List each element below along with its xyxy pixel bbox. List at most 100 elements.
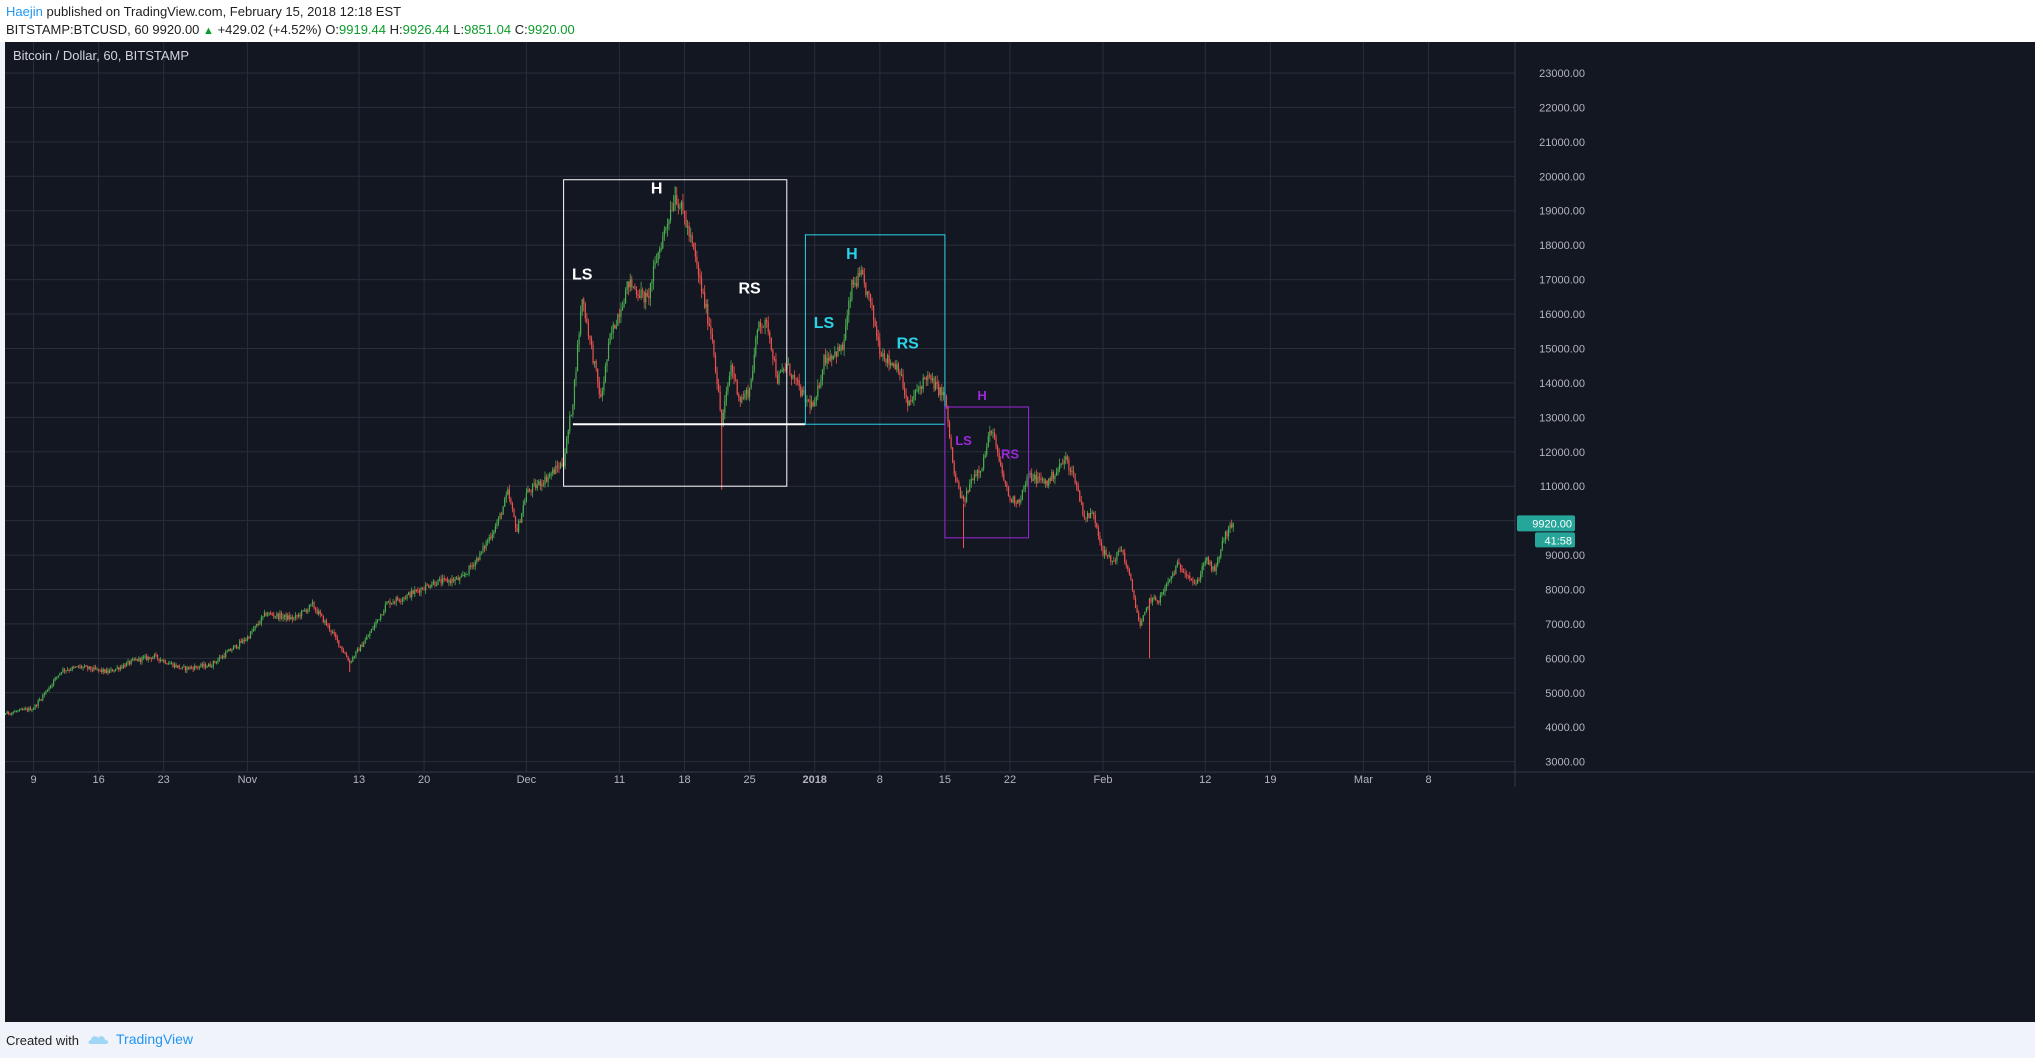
candle-body [886,355,889,363]
candle-body [397,597,399,600]
candle-body [558,467,560,469]
candle-body [1097,527,1099,536]
candle-body [924,377,926,379]
candle-body [769,332,771,339]
candle-body [260,617,262,624]
candle-body [669,210,672,221]
candle-body [719,392,721,410]
candle-body [1086,513,1089,518]
candle-body [1082,502,1084,516]
candle-body [1206,557,1208,561]
candle-body [197,667,199,669]
candle-body [71,666,73,670]
candle-body [773,359,775,361]
white-pattern-box[interactable] [563,179,788,487]
candle-body [955,473,957,482]
candle-body [1210,561,1213,571]
candle-body [446,579,448,583]
candle-body [905,394,907,398]
candle-body [648,295,650,299]
candle-body [22,709,24,711]
candle-body [987,436,989,447]
candle-body [916,389,918,391]
candle-body [936,381,938,384]
candle-body [736,379,738,395]
candle-body [580,311,582,335]
candle-body [784,369,786,371]
candle-body [136,659,138,661]
cyan-pattern-box[interactable] [804,234,946,425]
candle-body [572,404,574,415]
candle-body [70,669,72,671]
candle-body [454,579,456,582]
candle-body [795,377,797,380]
candle-body [979,471,982,473]
candle-body [766,320,768,322]
candle-body [578,334,580,345]
candle-body [425,584,427,591]
candle-body [330,630,332,633]
candle-body [403,597,405,600]
candle-body [225,652,227,658]
candle-body [1150,598,1152,602]
candle-body [835,351,837,357]
candle-body [783,369,785,371]
candle-body [1054,475,1056,479]
candle-body [606,359,608,367]
candle-body [189,667,191,669]
candle-body [443,578,445,580]
candle-body [359,644,362,651]
y-tick-label: 8000.00 [1545,585,1585,597]
candle-body [480,551,483,553]
candle-body [11,712,13,715]
candle-body [730,365,732,377]
candle-body [893,363,895,366]
candle-body [1111,560,1113,562]
candle-body [677,204,679,208]
candle-body [65,670,67,672]
candle-body [896,364,898,370]
candle-body [1100,542,1103,547]
candle-body [1049,478,1051,481]
candle-body [370,629,372,633]
candle-body [271,613,273,616]
y-tick-label: 20000.00 [1539,171,1585,183]
candle-body [1122,550,1124,553]
candle-body [645,293,647,303]
candle-body [327,625,329,627]
last-price-badge [1517,515,1575,532]
purple-pattern-box[interactable] [944,406,1030,539]
candle-body [1023,486,1025,490]
tradingview-link[interactable]: TradingView [88,1031,193,1047]
candle-body [516,527,518,532]
candle-body [42,695,44,700]
candle-body [198,666,200,668]
author-link[interactable]: Haejin [6,4,43,19]
x-tick-label: 22 [1004,774,1016,786]
candle-body [80,666,83,668]
candle-body [618,314,620,317]
candle-body [1015,503,1017,505]
candle-body [1000,461,1002,466]
candle-body [296,615,298,617]
candle-body [1080,500,1082,503]
candle-body [962,496,965,500]
candle-body [147,656,149,660]
candle-body [913,395,915,400]
candle-body [428,584,430,588]
publish-header: Haejin published on TradingView.com, Feb… [0,0,2035,42]
candle-body [132,659,134,661]
candle-body [1223,539,1225,541]
candle-body [82,667,84,669]
candle-body [710,326,712,334]
chart-area[interactable]: 23000.00 22000.00 21000.00 20000.00 19000.00… [5,42,2035,1022]
candle-body [88,666,90,669]
candle-body [700,277,703,293]
price-chart[interactable]: 23000.00 22000.00 21000.00 20000.00 19000.00… [5,42,2035,1022]
candle-body [549,474,551,477]
candle-body [408,592,410,595]
candle-body [632,286,634,288]
candle-body [59,673,61,676]
candle-body [170,663,173,665]
candle-body [640,289,642,299]
